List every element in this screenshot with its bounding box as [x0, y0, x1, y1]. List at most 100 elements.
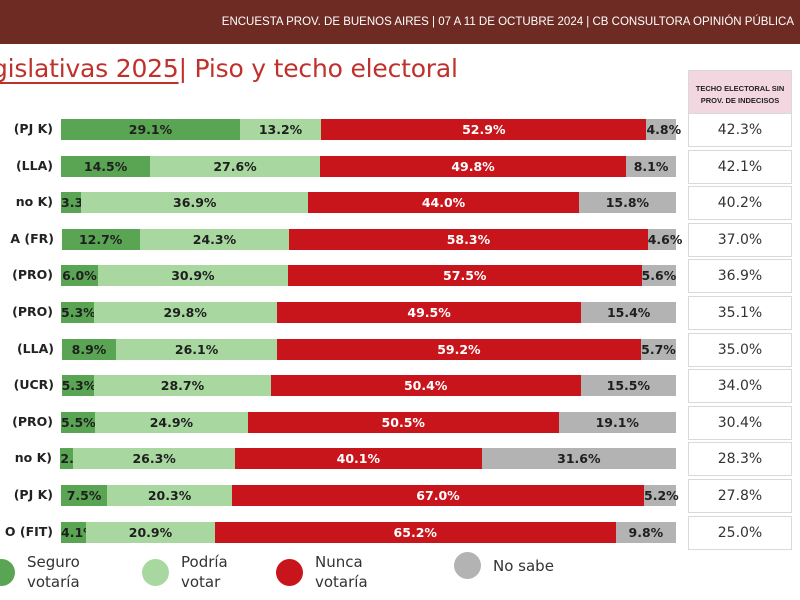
bar-segment-nosabe: [626, 156, 676, 177]
category-label: (UCR): [13, 377, 54, 392]
data-label-nunca: 52.9%: [462, 122, 506, 137]
bar-segment-nosabe: [558, 412, 676, 433]
category-label: (PJ K): [13, 121, 53, 136]
bar-segment-nunca: [247, 412, 559, 433]
bar-segment-seguro: [61, 339, 117, 360]
legend-swatch-nosabe: [454, 552, 481, 579]
data-label-seguro: 5.3%: [61, 378, 97, 393]
data-label-nunca: 57.5%: [443, 268, 487, 283]
data-label-seguro: 12.7%: [78, 232, 123, 247]
legend-label-nosabe: No sabe: [493, 556, 554, 575]
legend-swatch-seguro: [0, 558, 15, 586]
category-label: (PJ K): [13, 487, 53, 502]
bar-segment-nosabe: [580, 375, 676, 396]
category-label: no K): [15, 194, 53, 209]
data-label-nunca: 65.2%: [393, 525, 437, 540]
bar-segment-nosabe: [581, 302, 676, 323]
data-label-podria: 28.7%: [160, 378, 205, 393]
techo-value: 28.3%: [688, 442, 792, 476]
data-label-seguro: 8.9%: [71, 342, 107, 357]
bar-segment-podria: [94, 375, 271, 396]
category-label: (LLA): [15, 158, 53, 173]
data-label-seguro: 7.5%: [66, 488, 102, 503]
techo-column: 42.3% 42.1% 40.2% 37.0% 36.9% 35.1% 35.0% 34.0%…: [688, 0, 792, 600]
legend-item-nosabe: No sabe: [454, 552, 583, 579]
legend-label-nunca: Nunca votaría: [315, 553, 368, 591]
data-label-nosabe: 4.8%: [646, 122, 682, 137]
category-label: (PRO): [12, 267, 53, 282]
data-label-podria: 30.9%: [171, 268, 215, 283]
bar-segment-podria: [94, 412, 248, 433]
data-label-nunca: 40.1%: [336, 451, 381, 466]
data-label-podria: 20.3%: [147, 488, 192, 503]
bar-segment-podria: [97, 265, 288, 286]
survey-header-bar: ENCUESTA PROV. DE BUENOS AIRES | 07 A 11…: [0, 0, 800, 44]
bar-segment-nosabe: [646, 119, 676, 140]
bar-segment-nosabe: [481, 448, 676, 469]
data-label-nosabe: 15.5%: [606, 378, 651, 393]
bar-segment-seguro: [61, 119, 240, 140]
data-label-podria: 26.1%: [174, 342, 219, 357]
data-label-podria: 26.3%: [132, 451, 176, 466]
data-label-seguro: 6.0%: [62, 268, 97, 283]
bar-segment-nosabe: [647, 229, 676, 250]
bar-segment-podria: [81, 192, 309, 213]
bar-segment-seguro: [61, 412, 95, 433]
data-label-nunca: 50.5%: [381, 415, 425, 430]
bar-segment-nunca: [289, 229, 648, 250]
data-label-nosabe: 5.7%: [641, 342, 676, 357]
title-part-2: Piso y techo electoral: [186, 54, 458, 83]
techo-column-header: TECHO ELECTORAL SIN PROV. DE INDECISOS: [688, 70, 792, 120]
legend-swatch-nunca: [276, 558, 303, 586]
bar-segment-podria: [93, 302, 277, 323]
category-label: (PRO): [12, 414, 53, 429]
bar-segment-nunca: [231, 485, 645, 506]
bar-segment-nunca: [270, 375, 581, 396]
bar-segment-seguro: [61, 522, 87, 543]
category-label: (PRO): [12, 304, 53, 319]
data-label-podria: 24.3%: [192, 232, 237, 247]
bar-segment-seguro: [61, 302, 94, 323]
bar-segment-nunca: [276, 339, 641, 360]
bar-segment-nosabe: [644, 485, 676, 506]
data-label-podria: 27.6%: [213, 159, 257, 174]
techo-value: 37.0%: [688, 223, 792, 257]
bar-segment-nunca: [287, 265, 642, 286]
data-label-nosabe: 9.8%: [628, 525, 664, 540]
techo-value: 35.1%: [688, 296, 792, 330]
bar-segment-nunca: [276, 302, 582, 323]
data-label-nosabe: 5.6%: [641, 268, 677, 283]
data-label-nunca: 44.0%: [421, 195, 466, 210]
techo-value: 34.0%: [688, 369, 792, 403]
data-label-seguro: 14.5%: [83, 159, 128, 174]
category-label: no K): [14, 450, 52, 465]
data-label-nunca: 50.4%: [403, 378, 448, 393]
techo-value: 42.1%: [688, 150, 792, 184]
data-label-nosabe: 8.1%: [633, 159, 669, 174]
bar-segment-nosabe: [615, 522, 676, 543]
legend-item-nunca: Nunca votaría: [276, 552, 395, 592]
data-label-nosabe: 15.4%: [606, 305, 651, 320]
bar-segment-seguro: [61, 485, 108, 506]
data-label-nosabe: 15.8%: [605, 195, 650, 210]
bar-segment-nunca: [319, 156, 627, 177]
data-label-nunca: 49.5%: [407, 305, 451, 320]
title-separator: |: [178, 54, 187, 83]
bar-segment-podria: [73, 448, 236, 469]
bar-segment-seguro: [61, 192, 82, 213]
techo-value: 30.4%: [688, 406, 792, 440]
data-label-podria: 29.8%: [163, 305, 207, 320]
bar-segment-seguro: [61, 156, 151, 177]
bar-segment-podria: [139, 229, 290, 250]
bar-segment-nunca: [308, 192, 579, 213]
techo-value: 25.0%: [688, 516, 792, 550]
bar-segment-podria: [239, 119, 322, 140]
legend-label-podria: Podría votar: [181, 553, 228, 591]
bar-segment-nunca: [214, 522, 616, 543]
data-label-nunca: 67.0%: [416, 488, 460, 503]
bar-segment-nosabe: [641, 265, 676, 286]
category-label: (LLA): [16, 341, 54, 356]
title-part-1: gislativas 2025: [0, 54, 179, 83]
techo-value: 27.8%: [688, 479, 792, 513]
